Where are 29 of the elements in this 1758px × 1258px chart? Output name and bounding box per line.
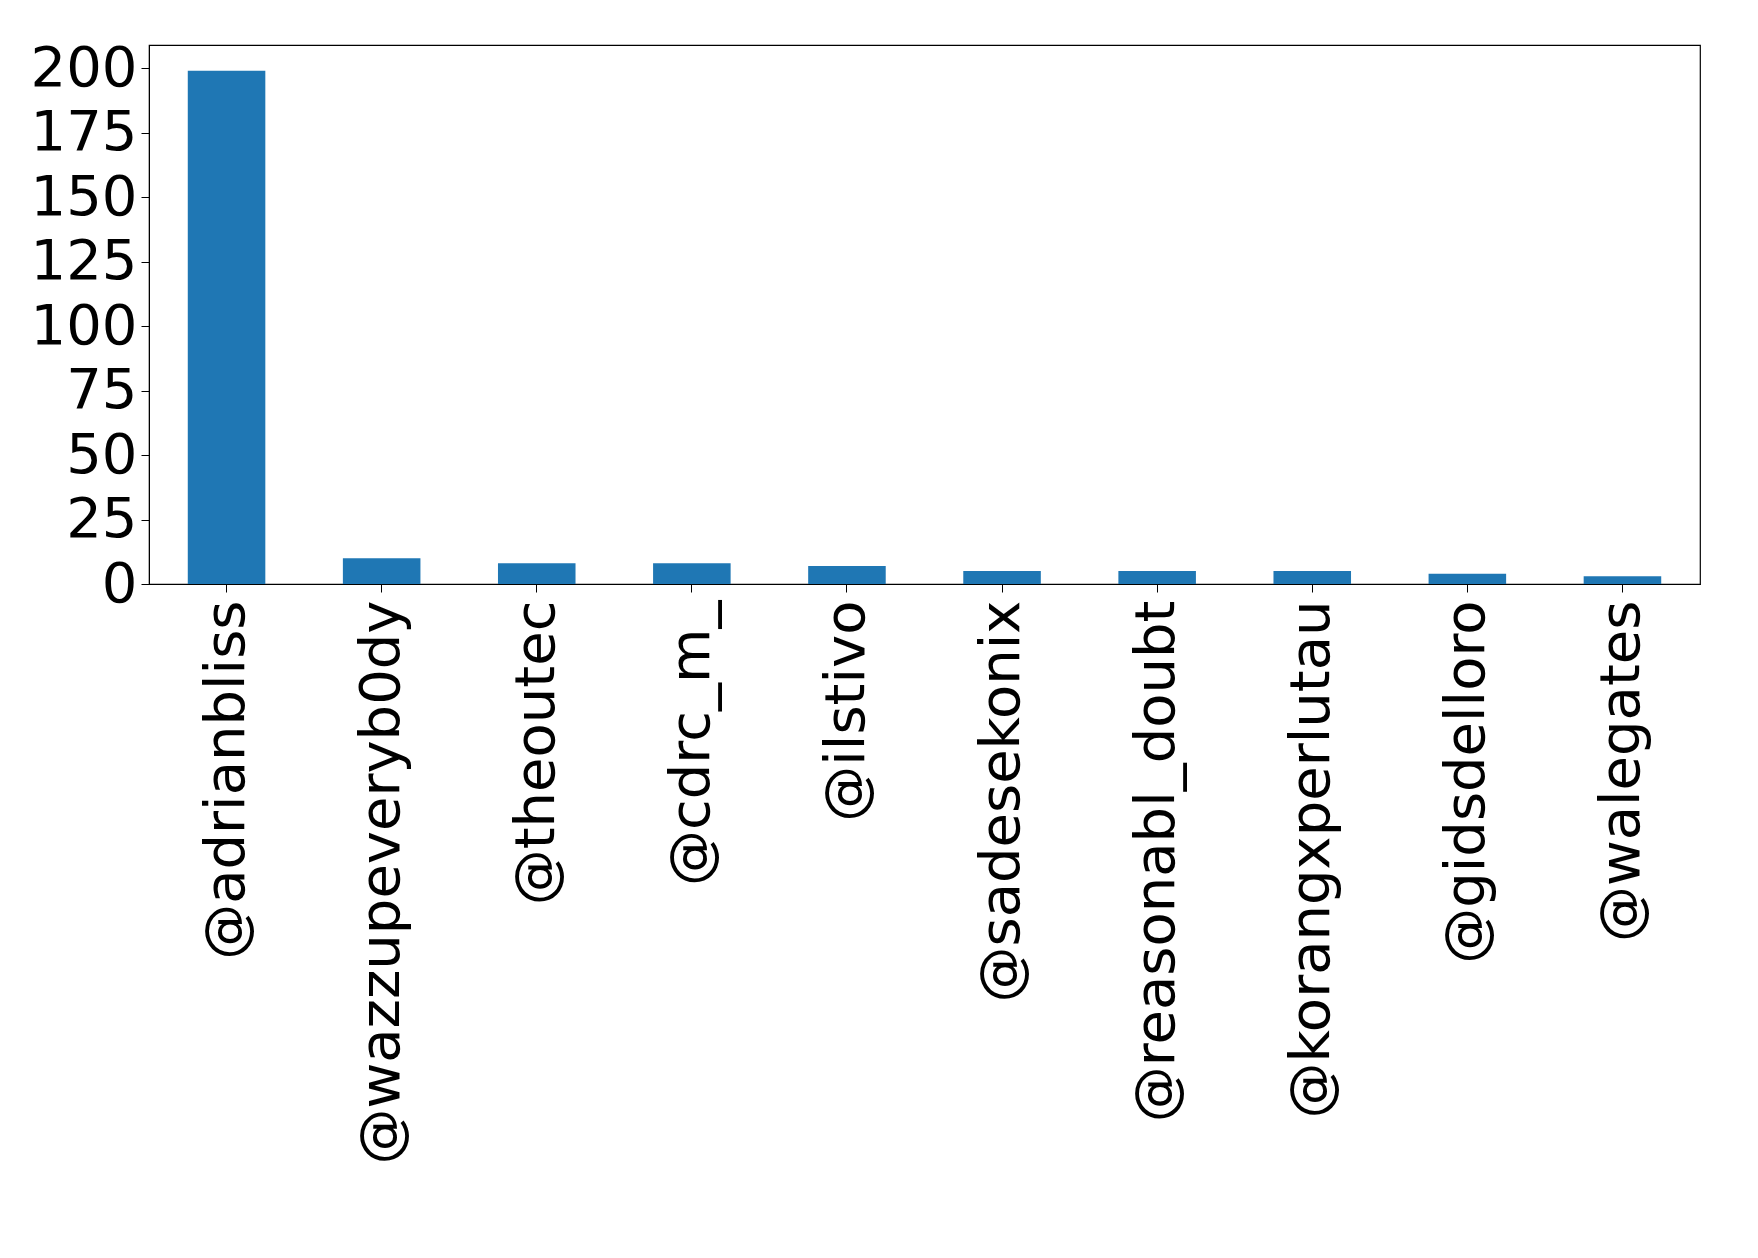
x-tick-label: @cdrc_m_ [656,599,722,886]
bar [1118,571,1196,584]
bar [1428,573,1507,584]
x-tick-label: @sadesekonix [967,600,1033,1003]
y-tick-label: 75 [66,356,138,422]
bar [808,565,886,584]
y-tick-label: 125 [30,227,138,293]
bar [187,70,266,584]
x-tick-label: @adrianbliss [191,600,257,960]
bar [497,563,576,584]
bar [963,571,1041,584]
y-tick-label: 200 [30,33,138,99]
y-tick-label: 25 [66,485,138,551]
bar [342,558,421,584]
y-tick-label: 0 [101,549,138,615]
x-tick-label: @gidsdelloro [1432,600,1498,964]
x-tick-label: @wazzupeveryb0dy [346,600,412,1165]
x-tick-label: @korangxperlutau [1277,600,1343,1119]
x-tick-label: @ilstivo [811,600,877,822]
x-tick-label: @reasonabl_doubt [1122,600,1188,1123]
x-tick-label: @walegates [1587,600,1653,943]
bar [1273,571,1352,584]
bar [1583,576,1662,584]
y-tick-label: 50 [66,420,138,486]
y-tick-label: 175 [30,98,138,164]
y-tick-label: 150 [30,162,138,228]
x-tick-label: @theoutec [501,600,567,906]
y-tick-label: 100 [30,291,138,357]
bar [653,563,731,584]
